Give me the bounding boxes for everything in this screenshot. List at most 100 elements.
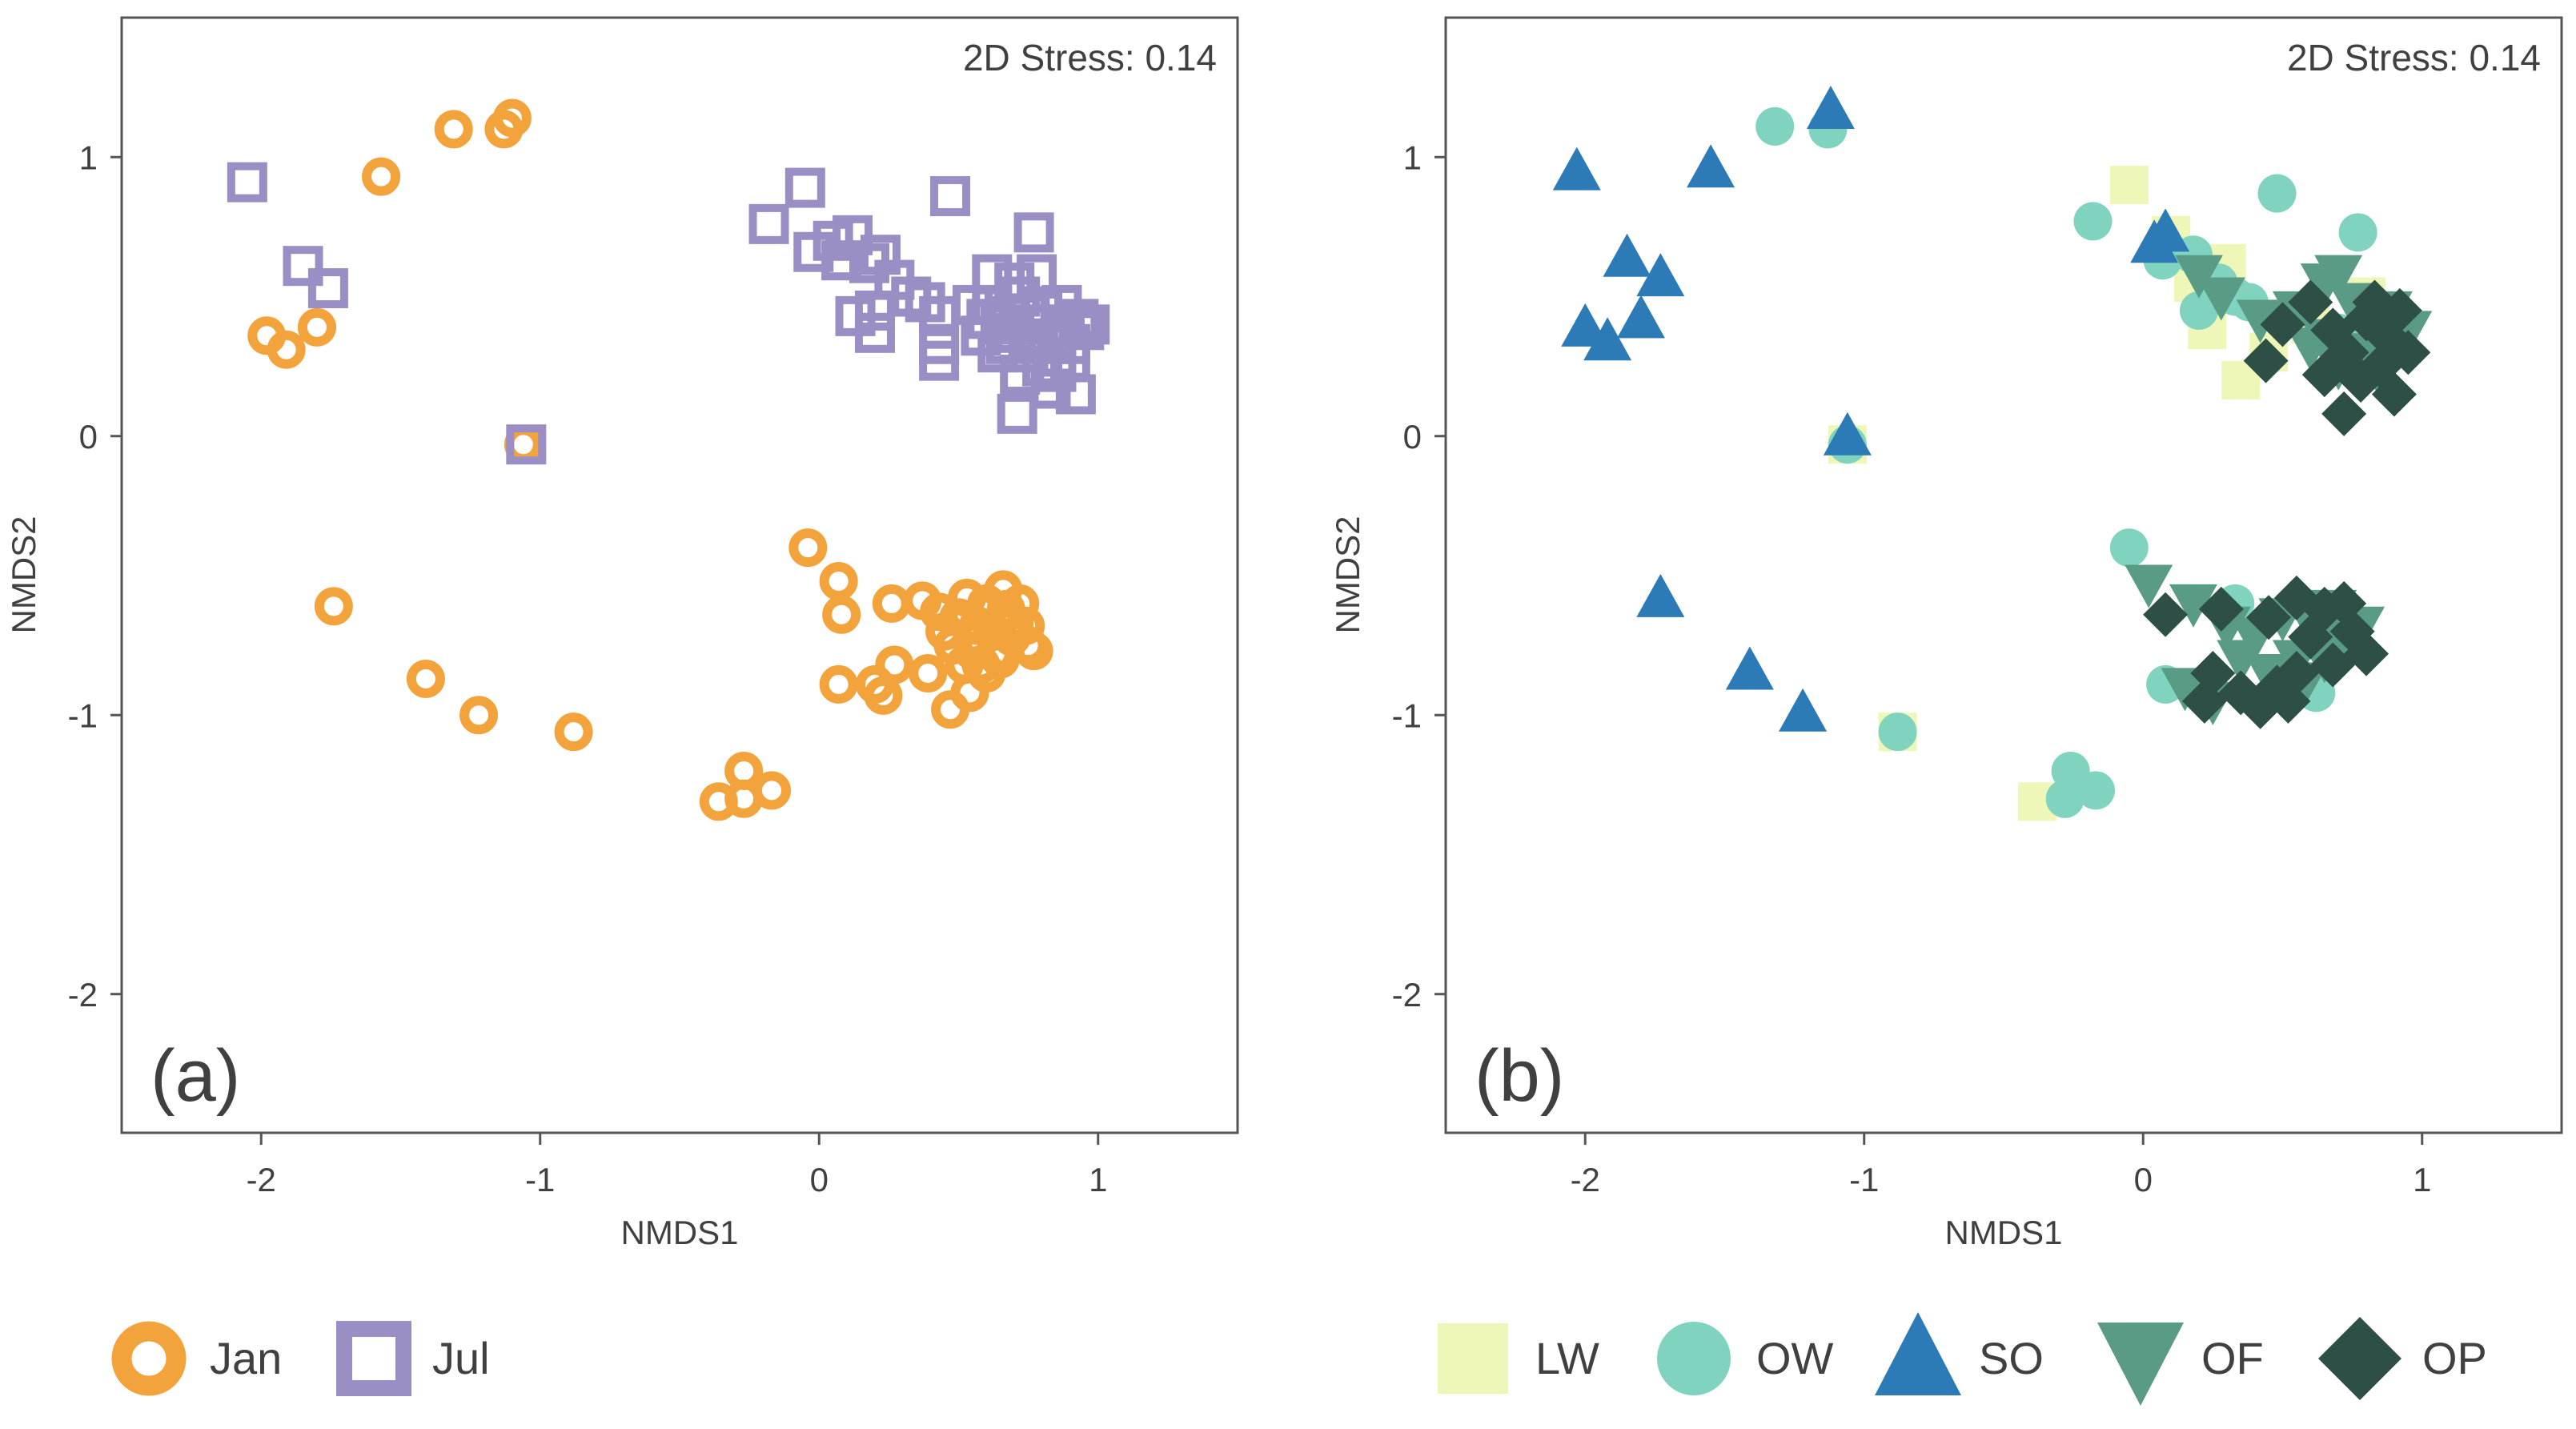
data-point-jul xyxy=(784,167,825,208)
legend-marker-jan xyxy=(111,1321,187,1396)
data-point-op xyxy=(2338,358,2384,403)
y-axis-label: NMDS2 xyxy=(5,516,42,633)
axis-ticks: -2 -1 0 1 -2 -1 0 1 xyxy=(68,138,1108,1198)
data-point-jan xyxy=(314,587,353,626)
legend-label-jan: Jan xyxy=(210,1333,282,1383)
data-point-jul xyxy=(919,340,960,381)
data-point-ow xyxy=(2073,202,2113,241)
data-point-jul xyxy=(961,315,1001,356)
data-point-so xyxy=(1583,317,1632,361)
panel-label: (a) xyxy=(150,1035,240,1117)
data-point-jul xyxy=(1013,212,1054,253)
data-point-jan xyxy=(822,595,861,634)
data-point-so xyxy=(1616,295,1665,339)
data-point-jul xyxy=(1069,304,1110,345)
data-point-jan xyxy=(964,592,1003,632)
legend-marker-op xyxy=(2318,1317,2401,1400)
data-point-so xyxy=(1636,253,1685,297)
data-points xyxy=(227,98,1110,821)
x-tick-label: 1 xyxy=(1089,1161,1107,1198)
data-point-jan xyxy=(492,98,532,138)
x-tick-label: -1 xyxy=(525,1161,555,1198)
data-point-ow xyxy=(2076,771,2116,810)
data-point-jan xyxy=(752,771,792,810)
x-tick-label: -1 xyxy=(1849,1161,1879,1198)
y-tick-label: -2 xyxy=(1392,976,1422,1014)
data-point-op xyxy=(2385,330,2431,375)
data-point-jan xyxy=(297,307,336,347)
legend-label-op: OP xyxy=(2422,1333,2487,1383)
legend-marker-ow xyxy=(1657,1322,1731,1395)
data-point-jan xyxy=(819,664,858,704)
data-point-jul xyxy=(307,268,348,309)
y-tick-label: -1 xyxy=(1392,696,1422,734)
data-point-so xyxy=(1552,147,1601,191)
data-point-jan xyxy=(1006,606,1045,645)
data-point-so xyxy=(1806,86,1855,130)
panel-b: -2 -1 0 1 -2 -1 0 1 2D Stress: 0.14 (b) NMDS1 N… xyxy=(1329,16,2563,1406)
data-point-so xyxy=(1636,573,1685,617)
data-point-jan xyxy=(909,653,948,692)
y-tick-label: 0 xyxy=(1403,418,1422,456)
data-point-jan xyxy=(819,561,858,600)
data-point-jan xyxy=(984,570,1023,609)
data-point-op xyxy=(2371,371,2417,417)
legend: LW OW SO OF OP xyxy=(1438,1312,2487,1406)
data-point-of xyxy=(2217,640,2265,684)
panel-label: (b) xyxy=(1475,1035,1564,1117)
data-point-jan xyxy=(406,659,445,698)
data-point-of xyxy=(2174,255,2223,299)
legend-marker-lw xyxy=(1438,1323,1508,1394)
data-point-of xyxy=(2125,564,2173,608)
legend-marker-jul xyxy=(336,1321,411,1396)
data-point-jan xyxy=(920,592,959,632)
y-tick-label: -2 xyxy=(68,976,98,1014)
data-points xyxy=(1552,86,2433,821)
y-tick-label: 1 xyxy=(79,138,98,176)
data-point-jan xyxy=(872,584,911,623)
data-point-op xyxy=(2198,586,2244,632)
data-point-so xyxy=(1561,303,1610,347)
data-point-jul xyxy=(227,162,267,203)
data-point-jul xyxy=(506,424,547,465)
data-point-of xyxy=(2169,584,2217,628)
panel-a: -2 -1 0 1 -2 -1 0 1 2D Stress: 0.14 (a) NMDS1 N… xyxy=(5,16,1239,1396)
legend-label-of: OF xyxy=(2201,1333,2264,1383)
data-point-lw xyxy=(2109,166,2149,205)
data-point-so xyxy=(1603,233,1651,277)
data-point-of xyxy=(2197,277,2245,321)
data-point-jan xyxy=(953,632,992,671)
y-tick-label: 1 xyxy=(1403,138,1422,176)
data-point-jan xyxy=(434,110,473,149)
legend-marker-so xyxy=(1875,1312,1961,1395)
data-point-op xyxy=(2181,678,2227,724)
data-point-of xyxy=(2314,255,2363,299)
y-tick-label: 0 xyxy=(79,418,98,456)
data-point-jul xyxy=(1011,318,1052,359)
data-point-jul xyxy=(821,240,862,281)
data-point-jul xyxy=(283,246,323,287)
data-point-so xyxy=(1823,411,1872,456)
data-point-jan xyxy=(875,645,914,684)
x-tick-label: 1 xyxy=(2413,1161,2431,1198)
plot-frame xyxy=(120,16,1239,1134)
data-point-jan xyxy=(724,751,764,790)
data-point-jul xyxy=(748,203,789,244)
data-point-so xyxy=(2141,208,2190,252)
legend-label-ow: OW xyxy=(1756,1333,1834,1383)
stress-annotation: 2D Stress: 0.14 xyxy=(963,37,1217,78)
data-point-so xyxy=(1687,144,1735,188)
x-axis-label: NMDS1 xyxy=(620,1214,738,1251)
y-tick-label: -1 xyxy=(68,696,98,734)
data-point-jan xyxy=(267,330,306,369)
data-point-so xyxy=(1725,646,1774,690)
data-point-ow xyxy=(1755,106,1795,146)
x-tick-label: 0 xyxy=(810,1161,829,1198)
data-point-jul xyxy=(854,312,895,353)
data-point-op xyxy=(2265,678,2311,724)
data-point-op xyxy=(2143,592,2189,637)
legend-marker-of xyxy=(2097,1323,2184,1406)
data-point-op xyxy=(2288,279,2333,325)
data-point-so xyxy=(1779,688,1828,732)
